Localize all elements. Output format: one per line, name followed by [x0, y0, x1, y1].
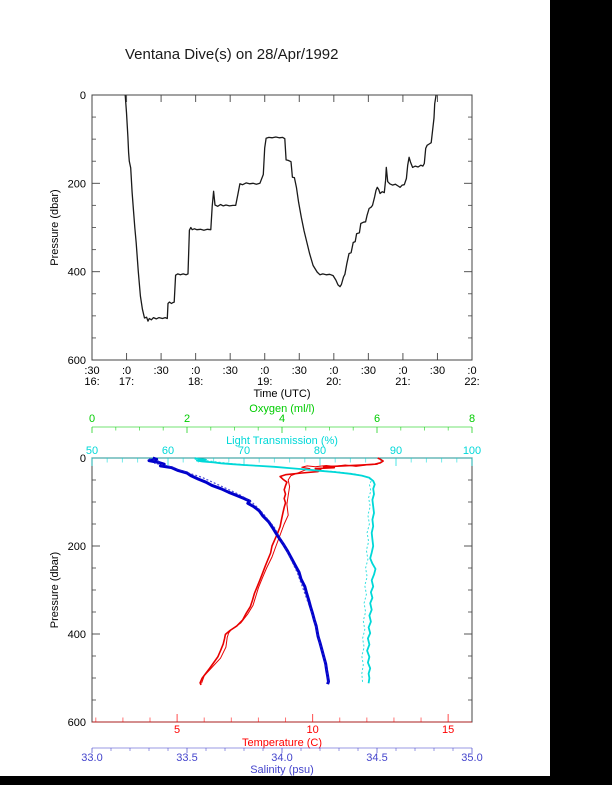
y-axis-tick-label: 600 [68, 355, 86, 367]
temperature-axis-title: Temperature (C) [242, 737, 322, 749]
y-axis-title: Pressure (dbar) [49, 189, 61, 265]
salinity-axis-title: Salinity (psu) [250, 764, 314, 776]
pressure-tick-label: 200 [68, 541, 86, 553]
ctd-profile-chart: 0 200 400 600 Pressure (dbar) 0 2 4 6 8 Oxygen (ml… [49, 403, 483, 776]
light-transmission-upcast-line [194, 457, 373, 683]
x-axis-tick-label: :30 [361, 365, 376, 377]
salinity-tick-label: 33.0 [81, 752, 102, 764]
temperature-tick-label: 15 [442, 724, 454, 736]
x-axis-tick-label: :30 [292, 365, 307, 377]
x-axis-tick-label: :30 [153, 365, 168, 377]
light-tick-label: 60 [162, 445, 174, 457]
y-axis-tick-label: 400 [68, 267, 86, 279]
x-axis-title: Time (UTC) [253, 388, 310, 400]
bottom-black-bar [0, 776, 612, 785]
x-axis-tick-label: 22: [464, 376, 479, 388]
light-transmission-downcast-line [194, 457, 377, 684]
x-axis-tick-label: :30 [223, 365, 238, 377]
salinity-downcast-line [147, 456, 330, 685]
oxygen-axis-title: Oxygen (ml/l) [249, 403, 314, 415]
x-axis-tick-label: :0 [329, 365, 338, 377]
light-axis-title: Light Transmission (%) [226, 435, 338, 447]
plot-frame [91, 457, 473, 723]
salinity-tick-label: 34.0 [271, 752, 292, 764]
salinity-tick-label: 33.5 [176, 752, 197, 764]
x-axis-tick-label: 19: [257, 376, 272, 388]
salinity-tick-label: 34.5 [366, 752, 387, 764]
right-black-bar [550, 0, 612, 785]
temperature-upcast-line [201, 463, 378, 684]
oxygen-tick-label: 2 [184, 413, 190, 425]
x-axis-tick-label: :0 [467, 365, 476, 377]
x-axis-tick-label: 20: [326, 376, 341, 388]
x-axis-tick-label: 18: [188, 376, 203, 388]
pressure-tick-label: 600 [68, 717, 86, 729]
figure-title: Ventana Dive(s) on 28/Apr/1992 [125, 46, 338, 63]
pressure-tick-label: 0 [80, 453, 86, 465]
x-axis-tick-label: 21: [395, 376, 410, 388]
x-axis-tick-label: :0 [398, 365, 407, 377]
oxygen-tick-label: 8 [469, 413, 475, 425]
salinity-upcast-line [148, 458, 330, 685]
dive-pressure-profile-line [124, 94, 437, 322]
dive-depth-chart: :3016::017::30:018::30:019::30:020::30:0… [49, 90, 480, 400]
oxygen-tick-label: 0 [89, 413, 95, 425]
pressure-tick-label: 400 [68, 629, 86, 641]
oxygen-tick-label: 4 [279, 413, 285, 425]
x-axis-tick-label: 16: [84, 376, 99, 388]
x-axis-tick-label: :0 [191, 365, 200, 377]
x-axis-tick-label: :30 [430, 365, 445, 377]
light-tick-label: 100 [463, 445, 481, 457]
x-axis-tick-label: 17: [119, 376, 134, 388]
temperature-tick-label: 5 [174, 724, 180, 736]
y-axis-tick-label: 200 [68, 178, 86, 190]
x-axis-tick-label: :0 [260, 365, 269, 377]
y-axis-tick-label: 0 [80, 90, 86, 102]
temperature-tick-label: 10 [307, 724, 319, 736]
light-tick-label: 70 [238, 445, 250, 457]
light-tick-label: 90 [390, 445, 402, 457]
y-axis-title: Pressure (dbar) [49, 552, 61, 628]
oxygen-tick-label: 6 [374, 413, 380, 425]
light-tick-label: 50 [86, 445, 98, 457]
salinity-tick-label: 35.0 [461, 752, 482, 764]
x-axis-tick-label: :30 [84, 365, 99, 377]
x-axis-tick-label: :0 [122, 365, 131, 377]
light-tick-label: 80 [314, 445, 326, 457]
